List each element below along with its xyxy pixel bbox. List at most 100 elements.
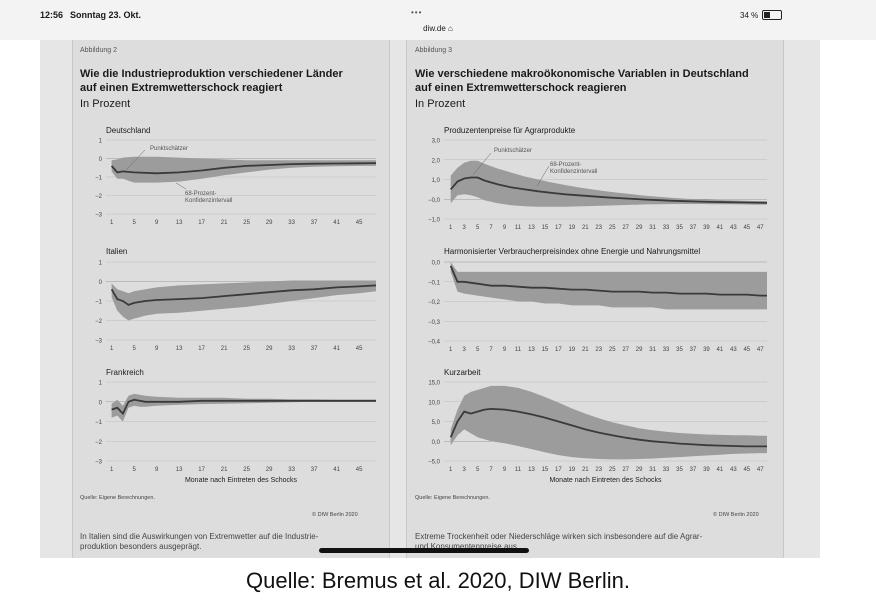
confidence-band	[450, 160, 767, 207]
home-indicator[interactable]	[319, 548, 529, 553]
y-tick-label: 0	[99, 280, 103, 286]
x-tick-label: 25	[243, 346, 250, 352]
x-tick-label: 37	[690, 225, 697, 231]
battery-icon	[762, 10, 783, 20]
figure-caption: In Italien sind die Auswirkungen von Ext…	[80, 532, 319, 551]
x-tick-label: 17	[555, 467, 562, 473]
y-tick-label: 1	[99, 261, 103, 267]
panel-title: Frankreich	[106, 368, 144, 377]
x-tick-label: 43	[730, 347, 737, 353]
y-tick-label: −1	[95, 300, 103, 306]
x-tick-label: 5	[476, 225, 480, 231]
figure-copyright: © DIW Berlin 2020	[312, 512, 358, 518]
x-tick-label: 37	[690, 347, 697, 353]
x-tick-label: 21	[582, 225, 589, 231]
point-estimate-line	[450, 176, 768, 204]
x-tick-label: 29	[636, 467, 643, 473]
panel-title: Deutschland	[106, 126, 151, 135]
x-tick-label: 9	[503, 467, 507, 473]
y-tick-label: −0,0	[428, 198, 441, 204]
x-tick-label: 3	[463, 467, 467, 473]
x-tick-label: 35	[676, 225, 683, 231]
x-tick-label: 45	[356, 346, 363, 352]
panel-title: Kurzarbeit	[444, 368, 481, 377]
x-tick-label: 13	[528, 225, 535, 231]
point-estimate-line	[110, 162, 377, 175]
x-tick-label: 39	[703, 347, 710, 353]
x-tick-label: 21	[221, 467, 228, 473]
y-tick-label: −2	[95, 319, 103, 325]
x-tick-label: 25	[243, 467, 250, 473]
x-tick-label: 41	[333, 467, 340, 473]
x-tick-label: 5	[132, 220, 136, 226]
x-tick-label: 25	[609, 225, 616, 231]
x-tick-label: 19	[569, 225, 576, 231]
y-tick-label: −0,4	[428, 340, 441, 346]
y-tick-label: −3	[95, 339, 103, 345]
x-tick-label: 47	[757, 467, 764, 473]
x-tick-label: 13	[528, 347, 535, 353]
x-tick-label: 35	[676, 347, 683, 353]
figure-title: Wie verschiedene makroökonomische Variab…	[415, 68, 749, 94]
figure-title: Wie die Industrieproduktion verschiedene…	[80, 68, 343, 94]
figure-number: Abbildung 3	[415, 47, 452, 54]
point-estimate-line	[110, 284, 377, 306]
x-tick-label: 11	[515, 467, 522, 473]
y-tick-label: −1,0	[428, 218, 441, 224]
x-tick-label: 29	[266, 467, 273, 473]
more-dots-icon[interactable]: •••	[411, 8, 423, 17]
confidence-band	[111, 280, 376, 321]
confidence-band	[111, 393, 376, 422]
x-tick-label: 5	[132, 346, 136, 352]
y-tick-label: 15,0	[428, 381, 440, 387]
x-tick-label: 31	[649, 225, 656, 231]
x-tick-label: 29	[636, 225, 643, 231]
x-tick-label: 21	[582, 467, 589, 473]
y-tick-label: −0,1	[428, 280, 441, 286]
confidence-band	[450, 385, 767, 460]
x-tick-label: 37	[311, 220, 318, 226]
confidence-band	[450, 262, 767, 310]
x-tick-label: 43	[730, 225, 737, 231]
figure-subtitle: In Prozent	[80, 98, 131, 110]
x-tick-label: 29	[266, 346, 273, 352]
panel-title: Produzentenpreise für Agrarprodukte	[444, 126, 576, 135]
x-tick-label: 45	[356, 467, 363, 473]
x-tick-label: 9	[503, 347, 507, 353]
x-tick-label: 11	[515, 347, 522, 353]
x-tick-label: 47	[757, 225, 764, 231]
y-tick-label: 5,0	[432, 420, 441, 426]
annotation-leader	[125, 149, 146, 171]
y-tick-label: 0	[99, 400, 103, 406]
y-tick-label: −3	[95, 213, 103, 219]
y-tick-label: 2,0	[432, 158, 441, 164]
x-tick-label: 9	[155, 467, 159, 473]
panel-title: Italien	[106, 247, 128, 256]
x-tick-label: 3	[463, 225, 467, 231]
x-tick-label: 41	[717, 225, 724, 231]
y-tick-label: −3	[95, 460, 103, 466]
x-tick-label: 41	[333, 220, 340, 226]
x-tick-label: 39	[703, 225, 710, 231]
x-tick-label: 1	[449, 225, 453, 231]
x-tick-label: 7	[489, 225, 493, 231]
x-tick-label: 35	[676, 467, 683, 473]
x-tick-label: 47	[757, 347, 764, 353]
x-tick-label: 17	[555, 225, 562, 231]
x-tick-label: 17	[198, 220, 205, 226]
point-estimate-line	[111, 398, 376, 416]
x-tick-label: 27	[622, 347, 629, 353]
y-tick-label: 0,0	[432, 261, 441, 267]
annotation-confidence-interval: Konfidenzintervall	[550, 169, 597, 175]
annotation-point-estimate: Punktschätzer	[150, 146, 188, 152]
x-axis-label: Monate nach Eintreten des Schocks	[185, 477, 298, 484]
x-tick-label: 25	[243, 220, 250, 226]
x-tick-label: 1	[449, 467, 453, 473]
x-tick-label: 1	[449, 347, 453, 353]
address-url[interactable]: diw.de ⌂	[423, 24, 453, 33]
x-tick-label: 5	[476, 347, 480, 353]
x-tick-label: 13	[176, 220, 183, 226]
y-tick-label: 1,0	[432, 178, 441, 184]
y-tick-label: 1	[99, 381, 103, 387]
point-estimate-line	[449, 265, 767, 297]
